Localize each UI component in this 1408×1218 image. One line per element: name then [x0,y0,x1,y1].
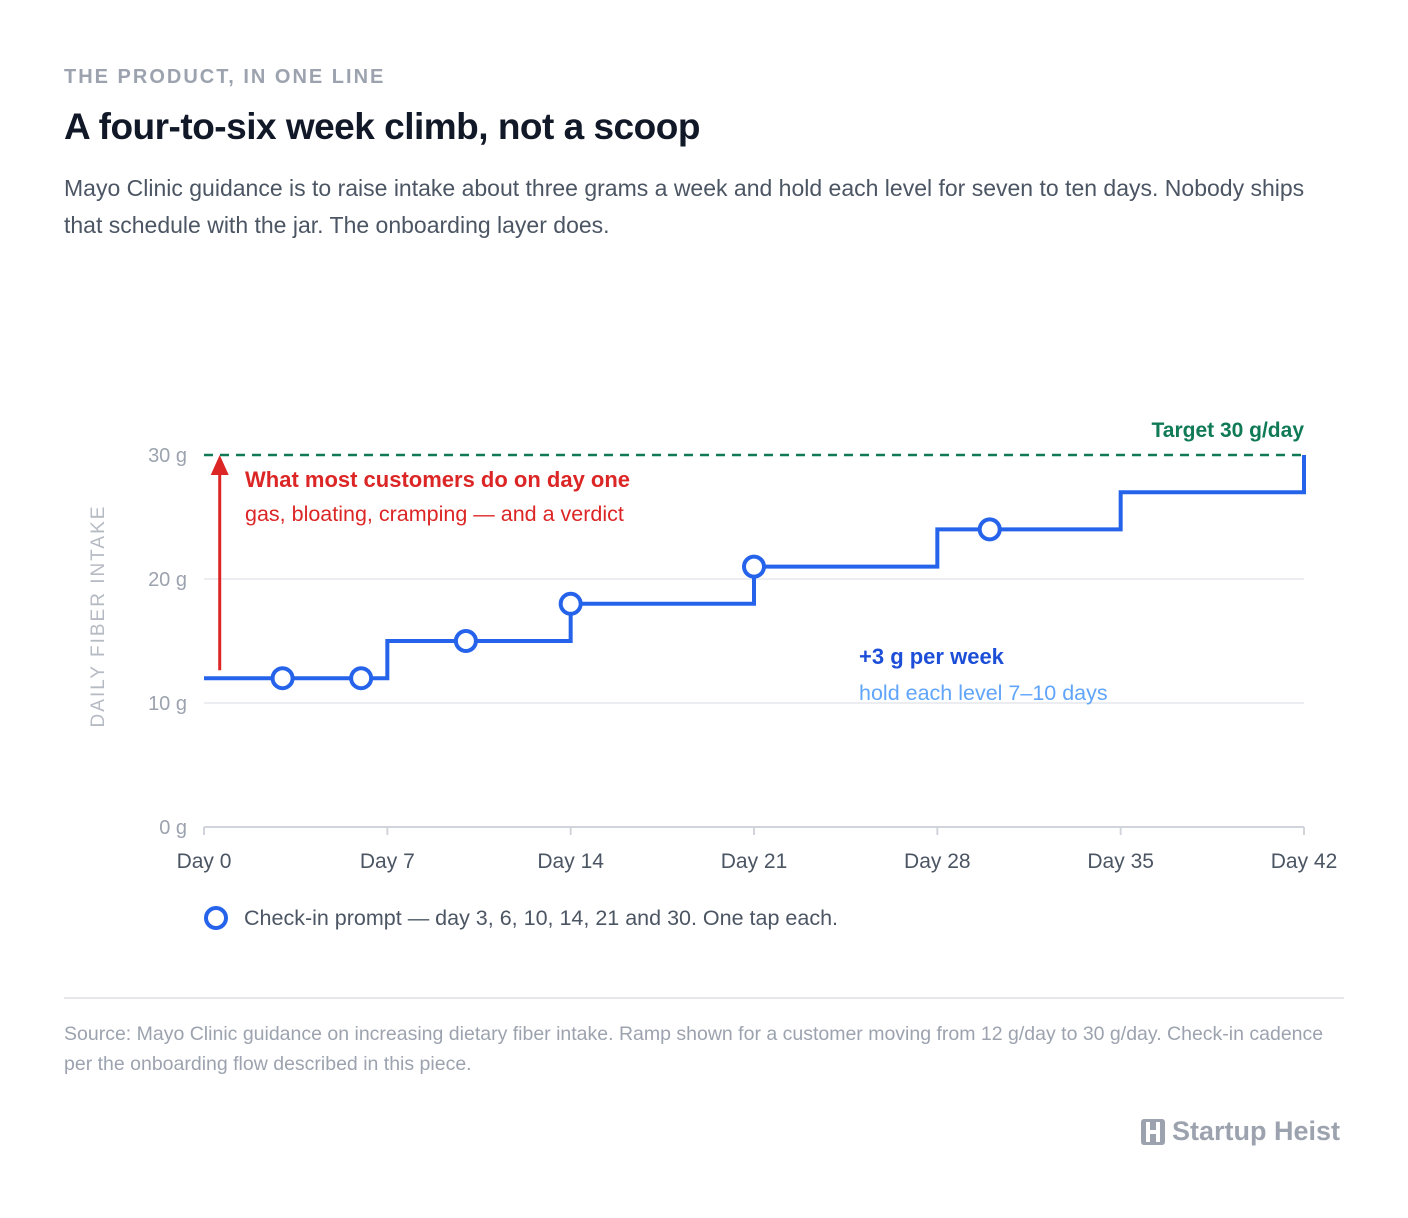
x-tick-label: Day 42 [1271,850,1338,873]
checkin-marker [270,666,295,691]
y-tick-label: 10 g [148,693,187,715]
checkin-marker [453,629,478,653]
x-tick-label: Day 14 [537,850,604,873]
x-tick-label: Day 0 [177,850,232,873]
startup-heist-logo-icon [1140,1118,1165,1145]
legend-marker [204,906,228,930]
checkin-marker [558,591,583,616]
subtitle: Mayo Clinic guidance is to raise intake … [64,175,1305,238]
y-tick-label: 0 g [159,817,187,839]
target-label: Target 30 g/day [1152,419,1305,442]
ramp-annotation-sub: hold each level 7–10 days [859,681,1108,705]
x-tick-label: Day 7 [360,850,415,873]
checkin-marker [349,666,374,691]
x-tick-label: Day 21 [721,850,788,873]
y-tick-label: 20 g [148,569,187,591]
ramp-annotation-title: +3 g per week [859,644,1005,669]
source-note: Source: Mayo Clinic guidance on increasi… [64,1023,1324,1075]
legend-label: Check-in prompt — day 3, 6, 10, 14, 21 a… [244,906,838,930]
day-one-jump-arrowhead [210,455,229,475]
eyebrow: THE PRODUCT, IN ONE LINE [64,66,386,88]
x-tick-label: Day 35 [1087,850,1154,873]
jump-annotation-title: What most customers do on day one [245,467,630,492]
jump-annotation-sub: gas, bloating, cramping — and a verdict [245,502,624,526]
y-tick-label: 30 g [148,445,187,467]
footer-divider [64,997,1344,999]
brand-logo: Startup Heist [1140,1116,1340,1147]
checkin-marker [977,517,1002,542]
checkin-marker [742,554,766,579]
brand-name: Startup Heist [1171,1116,1340,1146]
fiber-ramp-chart: 0 g 10 g 20 g 30 g DAILY FIBER INTAKE Day 0 Da… [88,419,1338,930]
y-axis-title: DAILY FIBER INTAKE [88,505,109,728]
x-tick-label: Day 28 [904,850,971,873]
page-title: A four-to-six week climb, not a scoop [64,106,700,147]
